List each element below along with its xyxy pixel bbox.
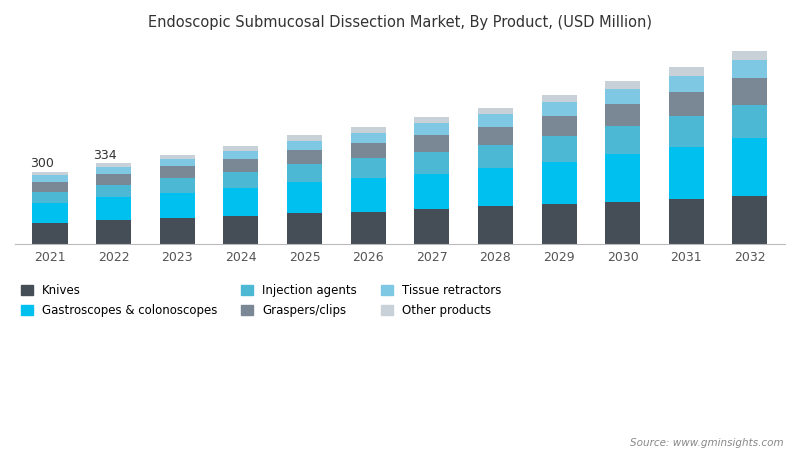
Bar [160, 193, 194, 218]
Bar [223, 172, 258, 189]
Bar [96, 220, 131, 244]
Bar [287, 150, 322, 164]
Text: Source: www.gminsights.com: Source: www.gminsights.com [630, 438, 784, 448]
Bar [350, 158, 386, 178]
Bar [478, 207, 513, 244]
Bar [669, 147, 704, 198]
Bar [223, 189, 258, 216]
Bar [96, 163, 131, 167]
Bar [223, 159, 258, 172]
Bar [542, 162, 577, 204]
Bar [733, 139, 767, 196]
Bar [287, 164, 322, 182]
Bar [223, 146, 258, 151]
Bar [606, 81, 640, 89]
Bar [733, 50, 767, 60]
Bar [33, 182, 67, 192]
Bar [542, 95, 577, 102]
Bar [606, 89, 640, 104]
Bar [350, 212, 386, 244]
Bar [414, 174, 450, 209]
Bar [606, 202, 640, 244]
Bar [733, 196, 767, 244]
Bar [33, 223, 67, 244]
Bar [606, 154, 640, 202]
Bar [414, 135, 450, 152]
Bar [223, 216, 258, 244]
Bar [160, 159, 194, 166]
Bar [350, 127, 386, 133]
Bar [96, 167, 131, 174]
Bar [96, 174, 131, 185]
Bar [350, 143, 386, 158]
Legend: Knives, Gastroscopes & colonoscopes, Injection agents, Graspers/clips, Tissue re: Knives, Gastroscopes & colonoscopes, Inj… [21, 284, 502, 317]
Bar [223, 151, 258, 159]
Bar [33, 192, 67, 203]
Bar [733, 105, 767, 139]
Bar [33, 176, 67, 182]
Bar [669, 92, 704, 116]
Bar [414, 117, 450, 123]
Bar [33, 203, 67, 223]
Text: 334: 334 [94, 149, 117, 162]
Bar [542, 204, 577, 244]
Bar [669, 67, 704, 76]
Bar [287, 182, 322, 213]
Bar [287, 135, 322, 140]
Bar [350, 133, 386, 143]
Bar [287, 140, 322, 150]
Bar [542, 116, 577, 136]
Bar [287, 213, 322, 244]
Bar [350, 178, 386, 212]
Bar [733, 60, 767, 78]
Bar [669, 76, 704, 92]
Bar [160, 166, 194, 178]
Bar [478, 168, 513, 207]
Bar [160, 218, 194, 244]
Bar [478, 108, 513, 114]
Bar [669, 198, 704, 244]
Bar [160, 178, 194, 193]
Bar [414, 152, 450, 174]
Bar [160, 155, 194, 159]
Bar [478, 145, 513, 168]
Bar [96, 198, 131, 220]
Bar [414, 123, 450, 135]
Bar [96, 185, 131, 198]
Bar [542, 136, 577, 162]
Bar [542, 102, 577, 116]
Bar [414, 209, 450, 244]
Bar [733, 78, 767, 105]
Bar [33, 171, 67, 176]
Bar [606, 104, 640, 126]
Title: Endoscopic Submucosal Dissection Market, By Product, (USD Million): Endoscopic Submucosal Dissection Market,… [148, 15, 652, 30]
Bar [478, 114, 513, 126]
Bar [478, 126, 513, 145]
Bar [669, 116, 704, 147]
Text: 300: 300 [30, 157, 54, 170]
Bar [606, 126, 640, 154]
